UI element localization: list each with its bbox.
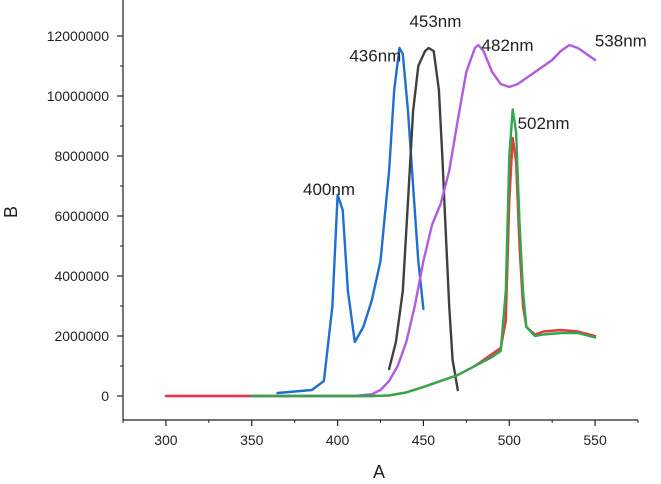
x-tick-label: 500 bbox=[498, 432, 522, 448]
y-tick-label: 4000000 bbox=[54, 268, 109, 284]
peak-label: 538nm bbox=[595, 32, 647, 51]
y-tick-label: 8000000 bbox=[54, 148, 109, 164]
series-layer bbox=[164, 43, 597, 398]
x-tick-label: 400 bbox=[326, 432, 350, 448]
y-axis-title: B bbox=[1, 206, 21, 218]
y-tick-label: 2000000 bbox=[54, 328, 109, 344]
y-axis-ticks: 0 2000000 4000000 6000000 8000000 10000000 120… bbox=[47, 28, 123, 404]
x-axis-ticks: 300 350 400 450 500 550 bbox=[122, 420, 639, 448]
x-tick-label: 450 bbox=[412, 432, 436, 448]
series-line-4 bbox=[164, 136, 597, 398]
series-line-3 bbox=[164, 43, 597, 398]
peak-label: 400nm bbox=[303, 180, 355, 199]
peak-label: 436nm bbox=[349, 47, 401, 66]
annotation-layer: 400nm 436nm 453nm 482nm 538nm 502nm bbox=[303, 12, 647, 199]
x-tick-label: 550 bbox=[583, 432, 607, 448]
series-line-1 bbox=[276, 46, 425, 395]
x-axis-title: A bbox=[373, 462, 385, 482]
y-tick-label: 0 bbox=[101, 388, 109, 404]
peak-label: 482nm bbox=[482, 36, 534, 55]
peak-label: 453nm bbox=[409, 12, 461, 31]
series-line-2 bbox=[387, 46, 459, 392]
series-line-5 bbox=[250, 108, 597, 398]
x-tick-label: 300 bbox=[154, 432, 178, 448]
x-tick-label: 350 bbox=[240, 432, 264, 448]
peak-label: 502nm bbox=[518, 114, 570, 133]
y-tick-label: 10000000 bbox=[47, 88, 110, 104]
y-tick-label: 12000000 bbox=[47, 28, 110, 44]
y-tick-label: 6000000 bbox=[54, 208, 109, 224]
